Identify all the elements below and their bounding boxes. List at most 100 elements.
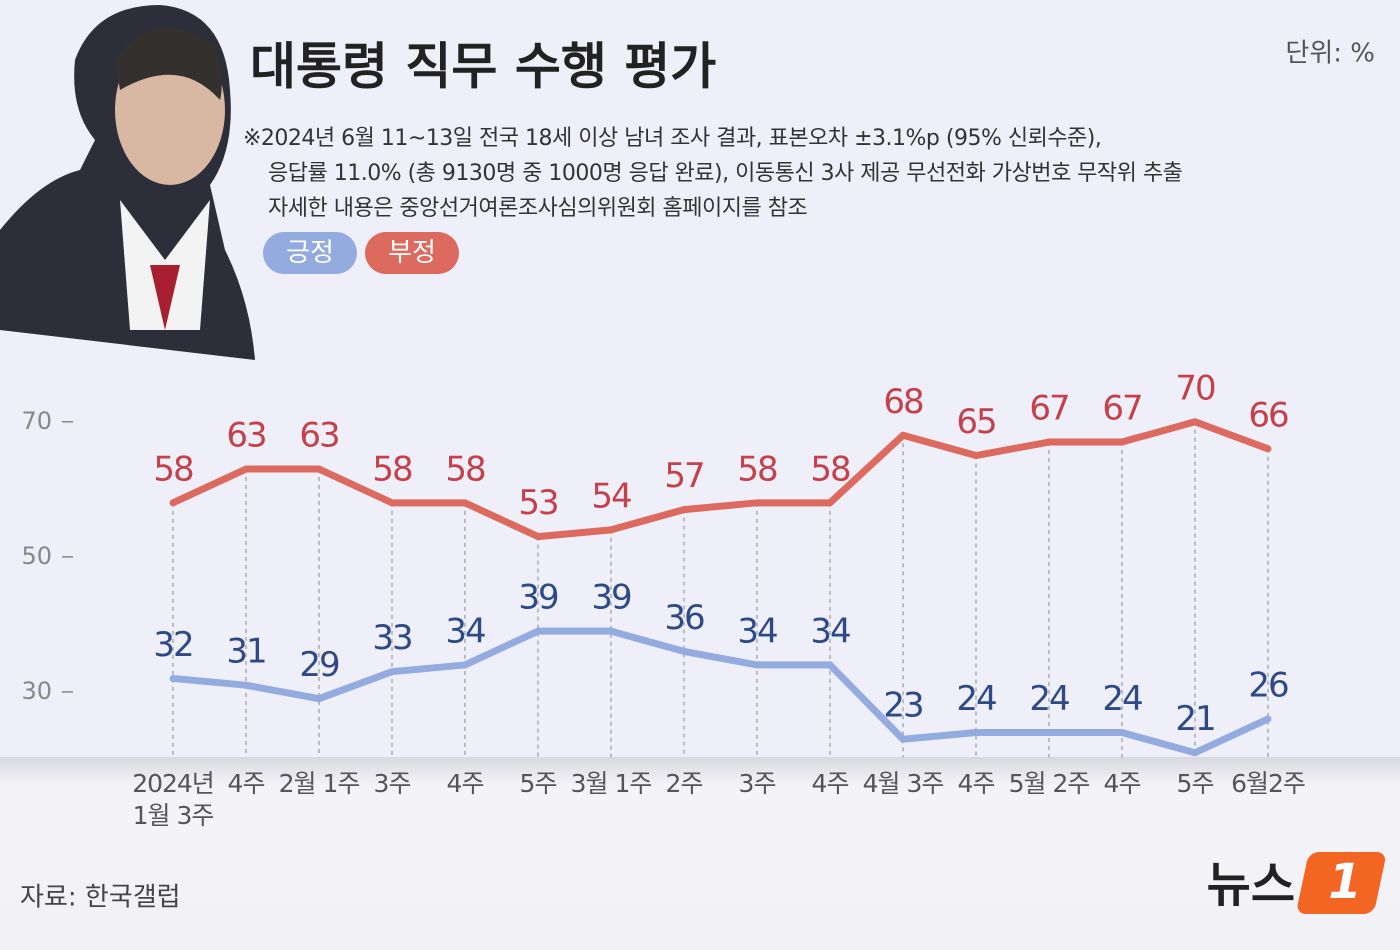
- data-label: 21: [1175, 699, 1214, 739]
- data-point: [1045, 728, 1053, 736]
- data-point: [242, 465, 250, 473]
- note: 자세한 내용은 중앙선거여론조사심의위원회 홈페이지를 참조: [268, 196, 808, 221]
- data-point: [753, 661, 761, 669]
- x-tick-label: 6월2주: [1231, 769, 1306, 798]
- data-label: 31: [226, 632, 265, 672]
- data-label: 63: [226, 416, 265, 456]
- data-label: 58: [372, 449, 412, 489]
- data-label: 70: [1175, 368, 1215, 408]
- data-label: 63: [299, 416, 338, 456]
- data-label: 34: [445, 611, 485, 651]
- x-tick-label: 4월 3주: [862, 769, 945, 798]
- unit-label: 단위: %: [1285, 39, 1375, 69]
- y-tick-label: 30: [21, 677, 52, 705]
- data-label: 58: [445, 449, 485, 489]
- data-point: [242, 681, 250, 689]
- data-label: 67: [1102, 389, 1141, 429]
- data-label: 26: [1248, 665, 1288, 705]
- x-tick-label: 4주: [446, 769, 485, 798]
- data-point: [1191, 418, 1199, 426]
- data-point: [315, 695, 323, 703]
- x-tick-label: 2주: [665, 769, 704, 798]
- x-tick-label: 5월 2주: [1008, 769, 1091, 798]
- data-label: 54: [591, 476, 631, 516]
- data-label: 29: [299, 645, 339, 685]
- logo-mark: 1: [1328, 854, 1361, 910]
- data-point: [388, 499, 396, 507]
- x-tick-label: 4주: [811, 769, 850, 798]
- data-label: 58: [737, 449, 777, 489]
- data-point: [680, 506, 688, 514]
- data-label: 36: [664, 598, 704, 638]
- data-point: [169, 499, 177, 507]
- data-label: 58: [810, 449, 850, 489]
- x-tick-label: 4주: [957, 769, 996, 798]
- data-point: [1045, 438, 1053, 446]
- x-tick-label: 2월 1주: [278, 769, 361, 798]
- data-label: 65: [956, 402, 995, 442]
- data-label: 24: [1029, 679, 1069, 719]
- note: 응답률 11.0% (총 9130명 중 1000명 응답 완료), 이동통신 …: [268, 161, 1183, 186]
- data-label: 66: [1248, 395, 1288, 435]
- legend-entry: 긍정: [263, 232, 357, 274]
- x-tick-label: 3주: [738, 769, 777, 798]
- data-point: [461, 499, 469, 507]
- data-point: [461, 661, 469, 669]
- data-point: [1118, 728, 1126, 736]
- data-label: 24: [956, 679, 996, 719]
- data-label: 34: [810, 611, 850, 651]
- title: 대통령 직무 수행 평가: [250, 38, 716, 96]
- footer-band: [0, 757, 1400, 950]
- data-label: 32: [153, 625, 192, 665]
- x-tick-label: 4주: [1103, 769, 1142, 798]
- data-label: 39: [518, 578, 558, 618]
- data-point: [534, 533, 542, 541]
- data-point: [753, 499, 761, 507]
- data-point: [1118, 438, 1126, 446]
- x-tick-label: 5주: [1176, 769, 1215, 798]
- data-point: [680, 647, 688, 655]
- data-point: [607, 526, 615, 534]
- data-label: 67: [1029, 389, 1068, 429]
- data-point: [1264, 715, 1272, 723]
- data-point: [607, 627, 615, 635]
- series-line: [171, 418, 1270, 541]
- x-tick-label: 3월 1주: [570, 769, 653, 798]
- x-tick-label: 2024년 1월 3주: [132, 769, 215, 830]
- logo-text: 뉴스: [1207, 857, 1295, 913]
- data-label: 39: [591, 578, 631, 618]
- data-point: [534, 627, 542, 635]
- data-label: 33: [372, 618, 411, 658]
- x-tick-label: 5주: [519, 769, 558, 798]
- logo-box: [1297, 852, 1385, 914]
- data-label: 58: [153, 449, 193, 489]
- data-label: 68: [883, 382, 923, 422]
- y-tick-label: 50: [21, 542, 52, 570]
- data-label: 34: [737, 611, 777, 651]
- note: ※2024년 6월 11~13일 전국 18세 이상 남녀 조사 결과, 표본오…: [243, 126, 1102, 151]
- data-label: 53: [518, 483, 557, 523]
- data-label: 23: [883, 686, 922, 726]
- portrait: [0, 5, 255, 360]
- source: 자료: 한국갤럽: [20, 883, 181, 913]
- data-point: [826, 499, 834, 507]
- series-line: [172, 627, 1270, 757]
- data-point: [1264, 445, 1272, 453]
- y-tick-label: 70: [21, 407, 52, 435]
- data-point: [388, 668, 396, 676]
- data-point: [972, 728, 980, 736]
- data-point: [826, 661, 834, 669]
- x-tick-label: 4주: [227, 769, 266, 798]
- data-point: [1191, 749, 1199, 757]
- data-point: [899, 431, 907, 439]
- data-point: [972, 452, 980, 460]
- legend-entry: 부정: [365, 232, 459, 274]
- data-point: [899, 735, 907, 743]
- data-label: 24: [1102, 679, 1142, 719]
- x-tick-label: 3주: [373, 769, 412, 798]
- data-point: [169, 674, 177, 682]
- data-label: 57: [664, 456, 703, 496]
- data-point: [315, 465, 323, 473]
